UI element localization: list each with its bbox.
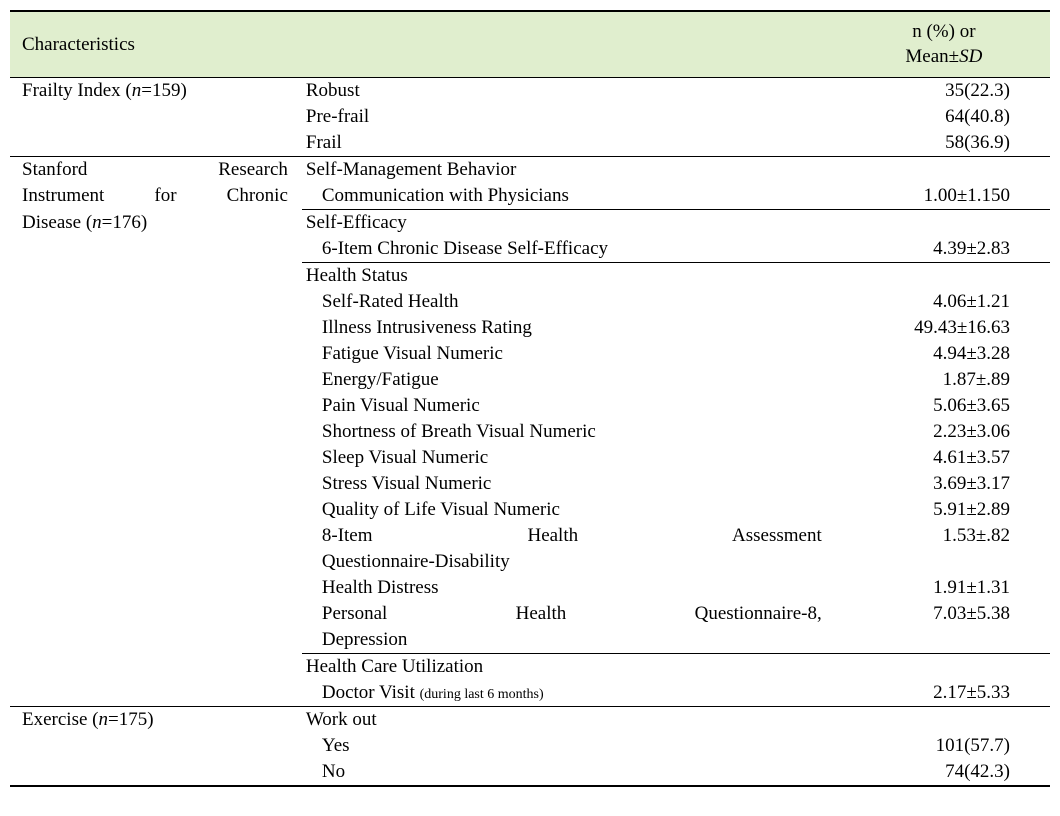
table-row: Stress Visual Numeric3.69±3.17	[10, 471, 1050, 497]
group-head: Self-Efficacy	[302, 210, 836, 237]
header-stats-line1: n (%) or	[912, 21, 975, 42]
item-cell: Health Distress	[302, 575, 836, 601]
table-row: Health Status	[10, 263, 1050, 290]
value-cell: 1.87±.89	[836, 367, 1050, 393]
value-cell: 74(42.3)	[836, 759, 1050, 786]
text: Doctor Visit	[322, 682, 420, 703]
item-cell: Illness Intrusiveness Rating	[302, 315, 836, 341]
stanford-label-1: Stanford Research	[10, 157, 302, 184]
value-cell: 5.91±2.89	[836, 497, 1050, 523]
sample-n: n	[132, 80, 142, 101]
table-row: Health Distress1.91±1.31	[10, 575, 1050, 601]
table-row: Fatigue Visual Numeric4.94±3.28	[10, 341, 1050, 367]
value-cell: 7.03±5.38	[836, 601, 1050, 627]
value-cell: 64(40.8)	[836, 104, 1050, 130]
table-row: Pain Visual Numeric5.06±3.65	[10, 393, 1050, 419]
value-cell: 5.06±3.65	[836, 393, 1050, 419]
item-cell: Sleep Visual Numeric	[302, 445, 836, 471]
text-small: (during last 6 months)	[420, 687, 544, 702]
table-row: Personal Health Questionnaire-8, 7.03±5.…	[10, 601, 1050, 627]
table-row: Self-Rated Health4.06±1.21	[10, 289, 1050, 315]
value-cell: 101(57.7)	[836, 733, 1050, 759]
table-row: Shortness of Breath Visual Numeric2.23±3…	[10, 419, 1050, 445]
item-cell: Pre-frail	[302, 104, 836, 130]
item-cell: Stress Visual Numeric	[302, 471, 836, 497]
item-cell: Shortness of Breath Visual Numeric	[302, 419, 836, 445]
table-row: Energy/Fatigue1.87±.89	[10, 367, 1050, 393]
item-cell: Frail	[302, 130, 836, 157]
value-cell: 1.91±1.31	[836, 575, 1050, 601]
text: Disease (	[22, 212, 92, 233]
item-cell: Depression	[302, 627, 836, 654]
stanford-label-2: Instrument for Chronic	[10, 183, 302, 210]
item-cell: Personal Health Questionnaire-8,	[302, 601, 836, 627]
item-cell: Energy/Fatigue	[302, 367, 836, 393]
value-cell: 58(36.9)	[836, 130, 1050, 157]
table-row: Depression	[10, 627, 1050, 654]
header-stats-line2: Mean±	[905, 46, 959, 67]
text: =176)	[102, 212, 148, 233]
item-cell: Fatigue Visual Numeric	[302, 341, 836, 367]
table-row: 8-Item Health Assessment 1.53±.82	[10, 523, 1050, 549]
value-cell: 2.17±5.33	[836, 680, 1050, 707]
table-row: No 74(42.3)	[10, 759, 1050, 786]
value-cell: 4.06±1.21	[836, 289, 1050, 315]
text: Exercise (	[22, 709, 98, 730]
value-cell: 3.69±3.17	[836, 471, 1050, 497]
value-cell: 4.39±2.83	[836, 236, 1050, 263]
characteristics-table: Characteristics n (%) or Mean±SD Frailty…	[10, 10, 1050, 787]
table-row: Yes 101(57.7)	[10, 733, 1050, 759]
table-row: Questionnaire-Disability	[10, 549, 1050, 575]
group-head: Work out	[302, 707, 836, 734]
table-row: Doctor Visit (during last 6 months) 2.17…	[10, 680, 1050, 707]
table-row: Illness Intrusiveness Rating49.43±16.63	[10, 315, 1050, 341]
item-cell: Questionnaire-Disability	[302, 549, 836, 575]
item-cell: Yes	[302, 733, 836, 759]
value-cell: 1.53±.82	[836, 523, 1050, 549]
table-row: Stanford Research Self-Management Behavi…	[10, 157, 1050, 184]
table-row: Pre-frail 64(40.8)	[10, 104, 1050, 130]
text: =175)	[108, 709, 154, 730]
sample-n: n	[92, 212, 102, 233]
table-row: Frailty Index (n=159) Robust 35(22.3)	[10, 78, 1050, 105]
table-row: Exercise (n=175) Work out	[10, 707, 1050, 734]
value-cell: 2.23±3.06	[836, 419, 1050, 445]
item-cell: 8-Item Health Assessment	[302, 523, 836, 549]
group-head: Self-Management Behavior	[302, 157, 836, 184]
item-cell: Self-Rated Health	[302, 289, 836, 315]
header-stats-sd: SD	[959, 46, 982, 67]
table-row: Frail 58(36.9)	[10, 130, 1050, 157]
value-cell: 35(22.3)	[836, 78, 1050, 105]
item-cell: 6-Item Chronic Disease Self-Efficacy	[302, 236, 836, 263]
sample-n: n	[98, 709, 108, 730]
table-row: Instrument for Chronic Communication wit…	[10, 183, 1050, 210]
table-row: Disease (n=176) Self-Efficacy	[10, 210, 1050, 237]
text: =159)	[141, 80, 187, 101]
table-row: Quality of Life Visual Numeric5.91±2.89	[10, 497, 1050, 523]
value-cell: 1.00±1.150	[836, 183, 1050, 210]
table-row: Health Care Utilization	[10, 654, 1050, 681]
value-cell: 49.43±16.63	[836, 315, 1050, 341]
item-cell: No	[302, 759, 836, 786]
item-cell: Quality of Life Visual Numeric	[302, 497, 836, 523]
item-cell: Communication with Physicians	[302, 183, 836, 210]
value-cell: 4.61±3.57	[836, 445, 1050, 471]
item-cell: Pain Visual Numeric	[302, 393, 836, 419]
text: Frailty Index (	[22, 80, 132, 101]
header-row: Characteristics n (%) or Mean±SD	[10, 11, 1050, 78]
header-characteristics: Characteristics	[10, 11, 836, 78]
exercise-label: Exercise (n=175)	[10, 707, 302, 734]
item-cell: Robust	[302, 78, 836, 105]
value-cell: 4.94±3.28	[836, 341, 1050, 367]
header-stats: n (%) or Mean±SD	[836, 11, 1050, 78]
table-row: Sleep Visual Numeric4.61±3.57	[10, 445, 1050, 471]
group-head: Health Status	[302, 263, 836, 290]
stanford-label-3: Disease (n=176)	[10, 210, 302, 237]
item-cell: Doctor Visit (during last 6 months)	[302, 680, 836, 707]
group-head: Health Care Utilization	[302, 654, 836, 681]
table-row: 6-Item Chronic Disease Self-Efficacy 4.3…	[10, 236, 1050, 263]
frailty-label: Frailty Index (n=159)	[10, 78, 302, 105]
